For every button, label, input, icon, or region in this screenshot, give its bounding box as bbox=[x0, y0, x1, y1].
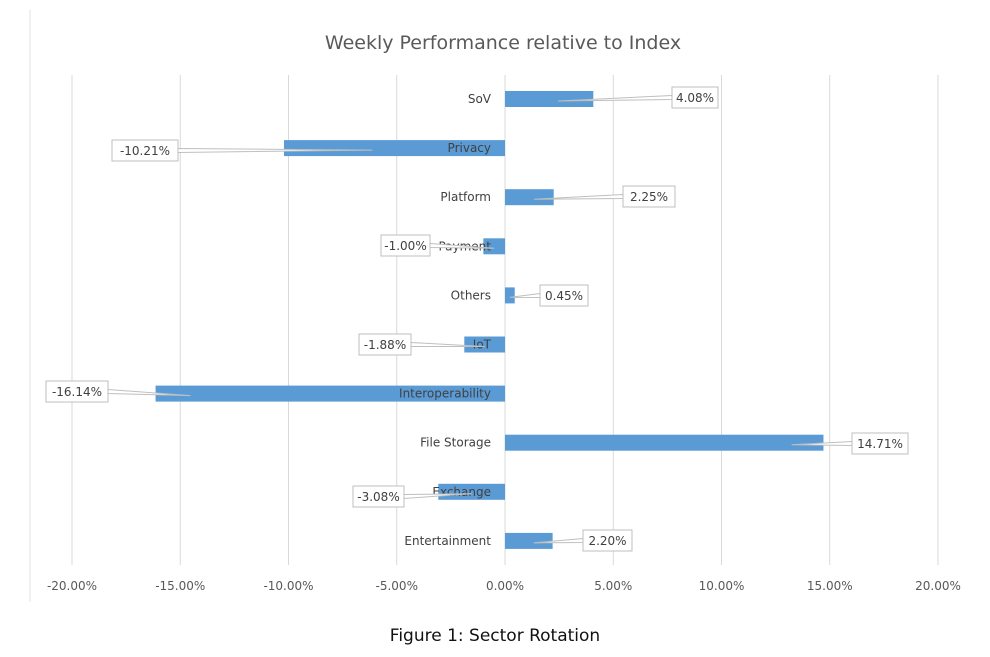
bar bbox=[464, 336, 505, 353]
data-label: 4.08% bbox=[676, 91, 714, 105]
data-label: -16.14% bbox=[52, 385, 102, 399]
x-tick-label: 5.00% bbox=[594, 579, 632, 593]
bar bbox=[283, 140, 505, 157]
callout-box bbox=[851, 432, 909, 455]
data-label: 2.25% bbox=[630, 190, 668, 204]
callout-box bbox=[111, 139, 179, 162]
x-tick-label: 15.00% bbox=[807, 579, 853, 593]
category-label: Platform bbox=[440, 190, 491, 204]
category-label: IoT bbox=[473, 338, 492, 352]
callout-box bbox=[45, 380, 109, 403]
x-tick-label: 0.00% bbox=[486, 579, 524, 593]
data-label: -1.00% bbox=[384, 239, 426, 253]
bar bbox=[505, 532, 553, 549]
bar bbox=[505, 287, 515, 304]
callout-box bbox=[352, 485, 405, 508]
category-label: Interoperability bbox=[399, 387, 491, 401]
bar bbox=[438, 483, 505, 500]
callout-box bbox=[622, 185, 676, 208]
bar bbox=[505, 434, 824, 451]
bar bbox=[505, 189, 554, 206]
category-label: SoV bbox=[468, 92, 492, 106]
bar-chart: Weekly Performance relative to Index -20.… bbox=[29, 10, 961, 602]
category-label: Entertainment bbox=[404, 534, 491, 548]
data-label: -1.88% bbox=[364, 338, 406, 352]
category-label: Privacy bbox=[448, 141, 491, 155]
category-label: Others bbox=[451, 288, 491, 302]
x-tick-label: -20.00% bbox=[47, 579, 97, 593]
x-tick-label: 10.00% bbox=[699, 579, 745, 593]
data-label: 14.71% bbox=[857, 437, 903, 451]
x-tick-label: -5.00% bbox=[376, 579, 418, 593]
x-tick-label: -10.00% bbox=[263, 579, 313, 593]
chart-title: Weekly Performance relative to Index bbox=[325, 32, 681, 54]
data-label: -3.08% bbox=[357, 490, 399, 504]
data-label: -10.21% bbox=[120, 144, 170, 158]
data-label: 0.45% bbox=[545, 289, 583, 303]
bar bbox=[505, 91, 594, 107]
bar bbox=[483, 238, 505, 255]
callout-box bbox=[539, 284, 589, 307]
callout-box bbox=[671, 86, 719, 109]
figure-caption: Figure 1: Sector Rotation bbox=[389, 626, 601, 646]
x-tick-label: -15.00% bbox=[155, 579, 205, 593]
bar bbox=[155, 385, 505, 402]
callout-box bbox=[358, 333, 412, 356]
callout-box bbox=[582, 529, 633, 552]
category-label: File Storage bbox=[420, 436, 491, 450]
x-tick-label: 20.00% bbox=[915, 579, 961, 593]
callout-box bbox=[380, 234, 431, 257]
chart-container: Weekly Performance relative to Index -20.… bbox=[29, 10, 961, 602]
category-label: Exchange bbox=[432, 485, 491, 499]
data-label: 2.20% bbox=[588, 534, 626, 548]
